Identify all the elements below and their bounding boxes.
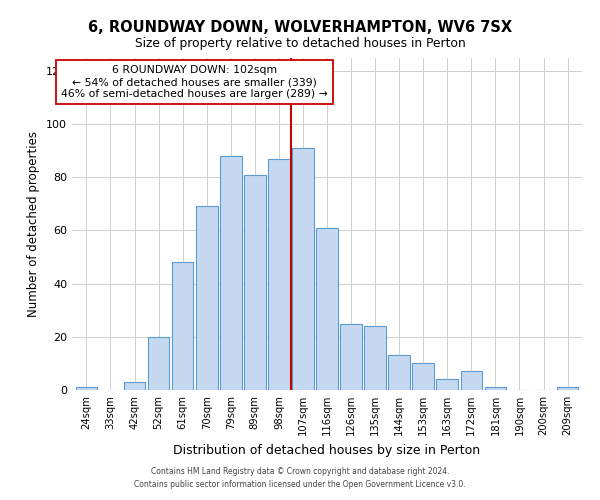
Bar <box>268 158 290 390</box>
Bar <box>388 356 410 390</box>
Y-axis label: Number of detached properties: Number of detached properties <box>28 130 40 317</box>
Bar <box>485 388 506 390</box>
Bar <box>76 388 97 390</box>
Bar <box>340 324 362 390</box>
Bar <box>172 262 193 390</box>
Text: 6, ROUNDWAY DOWN, WOLVERHAMPTON, WV6 7SX: 6, ROUNDWAY DOWN, WOLVERHAMPTON, WV6 7SX <box>88 20 512 35</box>
Bar <box>461 372 482 390</box>
Bar <box>557 388 578 390</box>
Bar <box>220 156 242 390</box>
Bar <box>436 380 458 390</box>
X-axis label: Distribution of detached houses by size in Perton: Distribution of detached houses by size … <box>173 444 481 456</box>
Bar <box>412 364 434 390</box>
Bar <box>316 228 338 390</box>
Bar <box>364 326 386 390</box>
Text: 6 ROUNDWAY DOWN: 102sqm
← 54% of detached houses are smaller (339)
46% of semi-d: 6 ROUNDWAY DOWN: 102sqm ← 54% of detache… <box>61 66 328 98</box>
Bar <box>196 206 218 390</box>
Bar <box>124 382 145 390</box>
Text: Size of property relative to detached houses in Perton: Size of property relative to detached ho… <box>134 38 466 51</box>
Text: Contains HM Land Registry data © Crown copyright and database right 2024.
Contai: Contains HM Land Registry data © Crown c… <box>134 467 466 489</box>
Bar <box>292 148 314 390</box>
Bar <box>148 337 169 390</box>
Bar <box>244 174 266 390</box>
